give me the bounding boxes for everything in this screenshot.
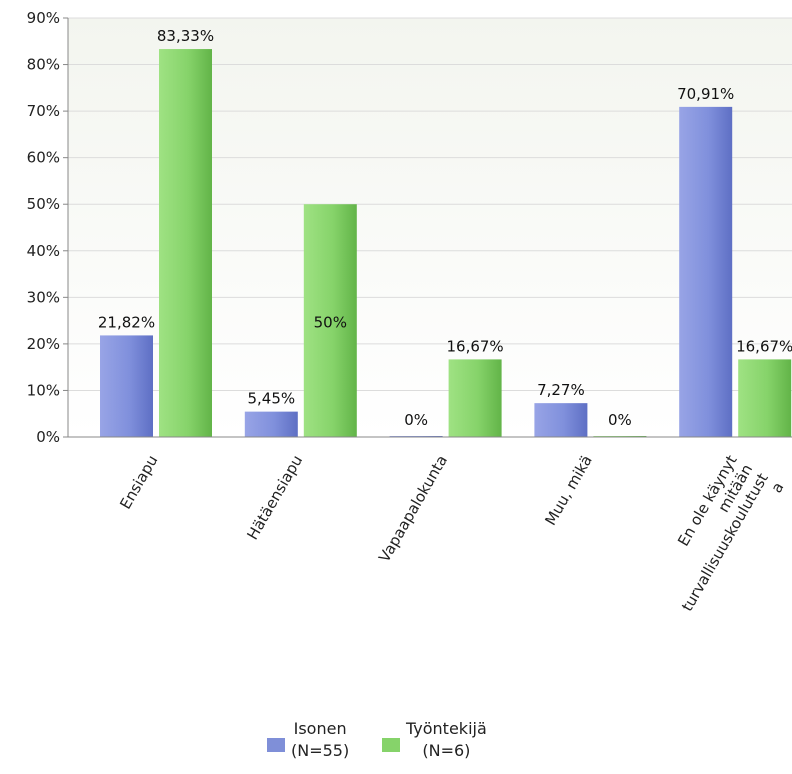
- data-label: 50%: [314, 314, 347, 332]
- data-label: 7,27%: [537, 381, 585, 399]
- y-tick-label: 40%: [27, 242, 60, 260]
- bar-tyontekija: [738, 359, 792, 437]
- legend: Isonen (N=55) Työntekijä (N=6): [0, 718, 792, 774]
- data-label: 83,33%: [157, 27, 214, 45]
- legend-swatch-tyontekija: [382, 738, 400, 752]
- x-tick-label: En ole käynytmitäänturvallisuuskoulutust…: [647, 452, 788, 624]
- bar-tyontekija: [448, 359, 502, 437]
- data-label: 21,82%: [98, 313, 155, 331]
- legend-item-tyontekija: Työntekijä (N=6): [382, 718, 487, 762]
- y-tick-label: 70%: [27, 102, 60, 120]
- bar-tyontekija: [159, 49, 212, 438]
- x-tick-label: Muu, mikä: [541, 452, 596, 528]
- data-label: 70,91%: [677, 85, 734, 103]
- data-label: 0%: [608, 411, 632, 429]
- legend-label-isonen: Isonen (N=55): [291, 719, 350, 760]
- y-tick-label: 50%: [27, 195, 60, 213]
- legend-item-isonen: Isonen (N=55): [267, 718, 349, 762]
- legend-swatch-isonen: [267, 738, 285, 752]
- data-label: 0%: [404, 411, 428, 429]
- y-tick-label: 20%: [27, 335, 60, 353]
- bar-isonen: [244, 411, 298, 437]
- y-tick-label: 60%: [27, 149, 60, 167]
- bar-tyontekija: [303, 204, 357, 437]
- bar-isonen: [100, 335, 153, 437]
- bars: [100, 49, 792, 438]
- x-tick-label: Vapaapalokunta: [375, 452, 451, 565]
- x-axis: Ensiapu Hätäensiapu Vapaapalokunta Muu, mik…: [68, 436, 792, 624]
- data-labels: 21,82% 83,33% 5,45% 50% 0% 16,67% 7,27% 0% 70,91…: [98, 27, 792, 429]
- bar-isonen: [679, 106, 733, 437]
- y-tick-label: 0%: [36, 428, 60, 446]
- y-axis: 0% 10% 20% 30% 40% 50% 60% 70% 80% 90%: [27, 9, 69, 446]
- data-label: 16,67%: [736, 337, 792, 355]
- x-tick-label: Hätäensiapu: [243, 452, 306, 543]
- bar-chart: 0% 10% 20% 30% 40% 50% 60% 70% 80% 90% 21,82% 83,3…: [27, 9, 792, 624]
- bar-isonen: [534, 403, 588, 437]
- x-tick-label: Ensiapu: [116, 452, 161, 512]
- y-tick-label: 80%: [27, 56, 60, 74]
- y-tick-label: 30%: [27, 288, 60, 306]
- data-label: 5,45%: [247, 390, 295, 408]
- y-tick-label: 10%: [27, 381, 60, 399]
- legend-label-tyontekija: Työntekijä (N=6): [406, 719, 487, 760]
- y-tick-label: 90%: [27, 9, 60, 27]
- data-label: 16,67%: [446, 337, 503, 355]
